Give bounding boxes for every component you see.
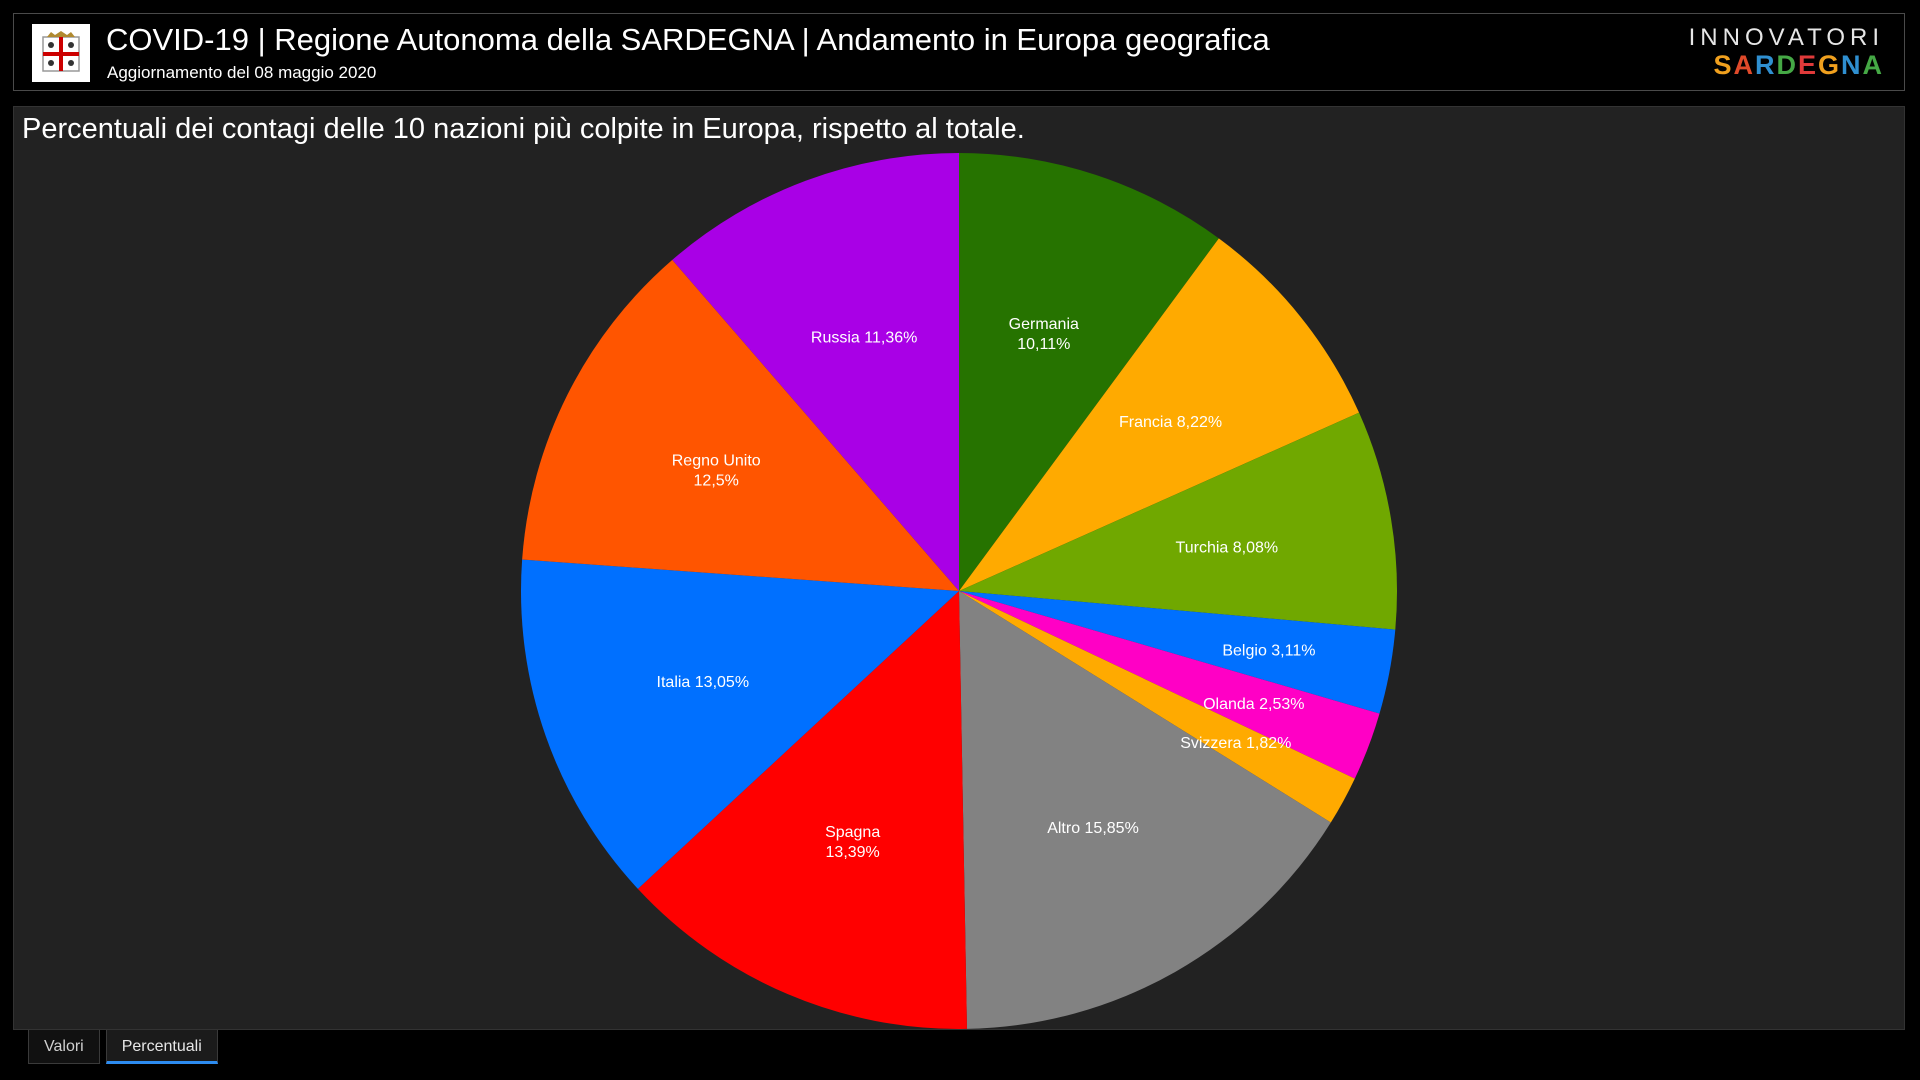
pie-slice-turchia[interactable] [959, 412, 1397, 630]
slice-name-label: Spagna [825, 824, 880, 841]
pie-slice-spagna[interactable] [637, 591, 967, 1029]
slice-label: Russia 11,36% [811, 330, 917, 347]
slice-value-label: 12,5% [694, 472, 739, 489]
slice-name-value-label: Francia 8,22% [1119, 414, 1222, 431]
crest-icon [42, 31, 80, 72]
brand-letter: N [1841, 50, 1863, 80]
brand-top-text: INNOVATORI [1688, 24, 1884, 51]
slice-label: Turchia 8,08% [1176, 539, 1279, 556]
pie-slice-regno-unito[interactable] [522, 259, 959, 591]
slice-label: Germania 10,11% [1009, 316, 1079, 353]
pie-chart: Germania 10,11% Francia 8,22% Turchia 8,08%… [521, 153, 1397, 1029]
brand-letter: D [1776, 50, 1798, 80]
slice-name-value-label: Italia 13,05% [657, 674, 750, 691]
brand-letter: E [1797, 50, 1818, 80]
slice-label: Olanda 2,53% [1203, 696, 1304, 713]
slice-label: Francia 8,22% [1119, 414, 1222, 431]
pie-slice-italia[interactable] [521, 559, 959, 889]
tab-bar: Valori Percentuali [28, 1030, 224, 1064]
slice-name-value-label: Russia 11,36% [811, 330, 917, 347]
pie-slice-germania[interactable] [959, 153, 1219, 591]
slice-name-value-label: Turchia 8,08% [1176, 539, 1279, 556]
slice-label: Italia 13,05% [657, 674, 750, 691]
brand-letter: R [1754, 50, 1777, 80]
slice-value-label: 13,39% [826, 844, 880, 861]
slice-name-value-label: Altro 15,85% [1047, 820, 1139, 837]
brand-bottom-text: SARDEGNA [1689, 50, 1884, 81]
slice-label: Altro 15,85% [1047, 820, 1139, 837]
innovatori-sardegna-logo: INNOVATORI SARDEGNA [1689, 24, 1884, 81]
slice-label: Belgio 3,11% [1222, 642, 1315, 659]
pie-slice-belgio[interactable] [959, 591, 1396, 714]
update-date: Aggiornamento del 08 maggio 2020 [107, 63, 377, 82]
slice-label: Regno Unito 12,5% [672, 452, 761, 489]
region-crest-logo [32, 24, 90, 82]
slice-label: Svizzera 1,82% [1180, 735, 1291, 752]
pie-slice-svizzera[interactable] [959, 591, 1355, 823]
slice-value-label: 10,11% [1017, 336, 1070, 353]
pie-slice-olanda[interactable] [959, 591, 1380, 779]
brand-letter: S [1713, 50, 1734, 80]
pie-slice-altro[interactable] [959, 591, 1331, 1029]
slice-name-value-label: Olanda 2,53% [1203, 696, 1304, 713]
chart-panel: Percentuali dei contagi delle 10 nazioni… [13, 106, 1905, 1030]
page-title: COVID-19 | Regione Autonoma della SARDEG… [106, 22, 1270, 57]
brand-letter: A [1733, 50, 1755, 80]
chart-title: Percentuali dei contagi delle 10 nazioni… [22, 113, 1025, 145]
header-bar: COVID-19 | Regione Autonoma della SARDEG… [13, 13, 1905, 91]
tab-percentuali[interactable]: Percentuali [105, 1030, 218, 1064]
slice-name-label: Regno Unito [672, 452, 761, 469]
slice-name-value-label: Belgio 3,11% [1222, 642, 1315, 659]
brand-letter: G [1817, 50, 1841, 80]
slice-name-value-label: Svizzera 1,82% [1180, 735, 1291, 752]
slice-label: Spagna 13,39% [825, 824, 880, 861]
brand-letter: A [1862, 50, 1884, 80]
slice-name-label: Germania [1009, 316, 1079, 333]
pie-slice-francia[interactable] [959, 238, 1360, 591]
pie-slice-russia[interactable] [672, 153, 959, 591]
tab-valori[interactable]: Valori [28, 1030, 100, 1064]
